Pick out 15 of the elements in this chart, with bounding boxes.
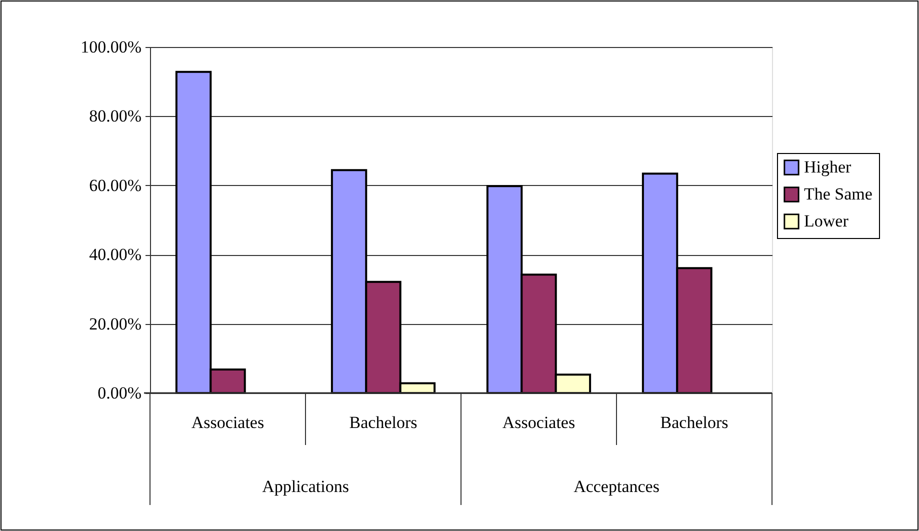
x-tick-label: Bachelors [349,413,418,432]
y-tick-label: 80.00% [89,106,142,126]
text: Acceptances [574,477,660,496]
text: Applications [262,477,349,496]
x-tick-label: Bachelors [660,413,728,432]
y-tick-label: 60.00% [89,176,142,195]
x-tick-label: Associates [502,413,576,432]
legend-label: Lower [804,212,849,230]
legend-label: Higher [804,158,852,176]
y-tick-label: 0.00% [98,384,142,402]
x-tick-label: Associates [191,413,264,432]
legend-label: The Same [804,184,872,204]
y-tick-label: 20.00% [89,314,142,334]
y-tick-label: 100.00% [80,38,142,56]
y-tick-label: 40.00% [89,245,142,264]
